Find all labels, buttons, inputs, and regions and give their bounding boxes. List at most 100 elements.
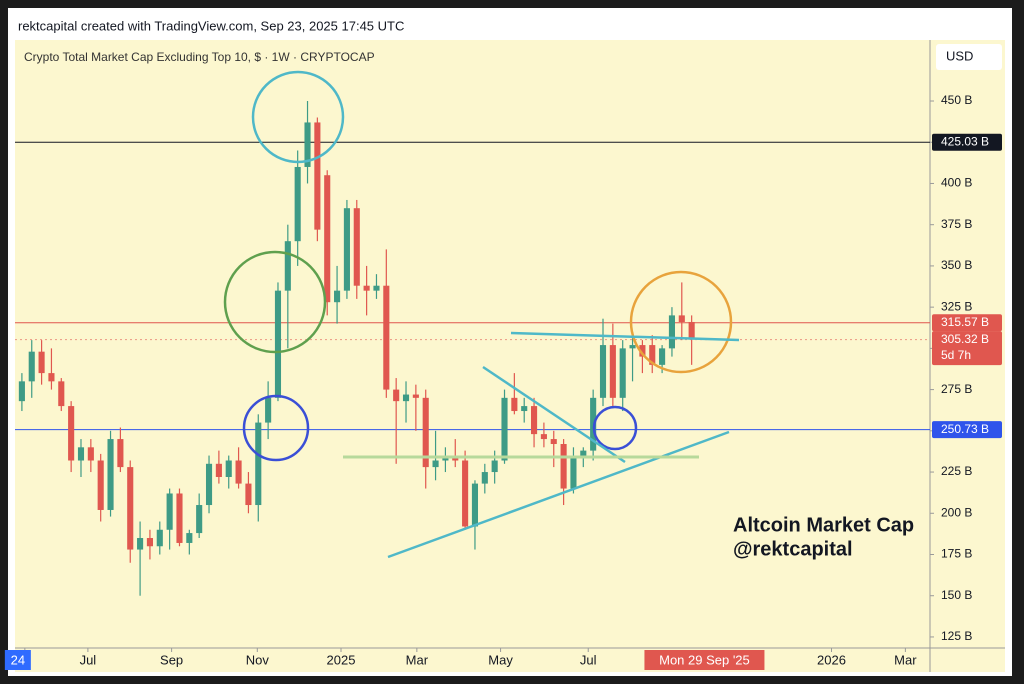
- trend-line: [510, 331, 740, 342]
- cursor-label-box: [644, 650, 765, 670]
- candle-body: [570, 455, 577, 489]
- header: rektcapital created with TradingView.com…: [18, 18, 404, 33]
- price-label-box: [932, 331, 1002, 366]
- time-axis: [15, 648, 1005, 672]
- candle-body: [521, 406, 528, 412]
- candle-body: [383, 285, 390, 390]
- drawing-circle: [251, 70, 345, 164]
- cursor-label: Mon 29 Sep '25: [659, 652, 750, 667]
- price-label-box: [932, 421, 1002, 439]
- candle-body: [688, 321, 695, 340]
- price-label-box: [932, 133, 1002, 151]
- candle-body: [265, 397, 272, 423]
- annotation: @rektcapital: [733, 538, 853, 560]
- annotation: Altcoin Market Cap: [733, 514, 914, 536]
- candle-body: [28, 351, 35, 382]
- x-tick-label: 2025: [327, 652, 356, 667]
- y-tick-label: 175 B: [941, 547, 972, 561]
- candle-body: [107, 439, 114, 510]
- candle-body: [580, 450, 587, 456]
- candle-body: [156, 529, 163, 547]
- candle-body: [678, 315, 685, 322]
- x-tick-highlight: [4, 650, 31, 670]
- y-tick-label: 125 B: [941, 629, 972, 643]
- candle-body: [373, 285, 380, 291]
- candle-body: [255, 422, 262, 506]
- candle-body: [629, 345, 636, 349]
- candle-body: [137, 538, 144, 550]
- candle-body: [462, 460, 469, 527]
- candle-body: [343, 208, 350, 291]
- candle-body: [402, 394, 410, 402]
- candle-body: [599, 345, 607, 398]
- trend-line: [482, 365, 626, 464]
- candle-body: [412, 394, 419, 398]
- x-tick-label: Jul: [80, 652, 97, 667]
- candle-body: [540, 434, 547, 440]
- candle-body: [393, 389, 400, 402]
- y-tick-label: 450 B: [941, 93, 972, 107]
- drawing-circle: [629, 270, 733, 374]
- candle-body: [284, 241, 291, 291]
- candle-body: [531, 406, 538, 435]
- candle-body: [274, 290, 282, 398]
- candle-body: [97, 460, 104, 510]
- candle-body: [38, 351, 45, 374]
- x-tick-label: Mar: [894, 652, 917, 667]
- candle-body: [609, 345, 616, 398]
- trend-line: [387, 430, 730, 559]
- candle-body: [127, 467, 134, 550]
- candle-body: [491, 460, 498, 473]
- x-tick-label: Mar: [406, 652, 429, 667]
- y-tick-label: 225 B: [941, 464, 972, 478]
- y-tick-label: 325 B: [941, 299, 972, 313]
- candle-body: [48, 373, 55, 382]
- currency-box: [936, 44, 1002, 70]
- candle-body: [334, 290, 341, 303]
- candle-body: [560, 444, 567, 489]
- candle-body: [146, 538, 153, 547]
- drawing-circle: [242, 394, 310, 462]
- chart-title: Crypto Total Market Cap Excluding Top 10…: [24, 50, 375, 64]
- candle-body: [117, 439, 124, 468]
- y-tick-label: 200 B: [941, 505, 972, 519]
- candle-body: [87, 447, 94, 461]
- candle-body: [659, 348, 666, 365]
- countdown-label: 5d 7h: [941, 348, 971, 362]
- candle-body: [77, 447, 85, 461]
- candle-body: [205, 463, 213, 506]
- price-label: 305.32 B: [941, 332, 989, 346]
- candle-body: [422, 397, 429, 468]
- x-tick-label: Nov: [246, 652, 270, 667]
- candle-body: [324, 175, 331, 303]
- drawings: [223, 70, 740, 559]
- y-tick-label: 350 B: [941, 258, 972, 272]
- price-label: 425.03 B: [941, 134, 989, 148]
- candle-body: [176, 493, 183, 543]
- candle-body: [235, 460, 242, 484]
- candle-body: [294, 166, 301, 242]
- candle-body: [471, 483, 479, 527]
- candle-body: [668, 315, 676, 349]
- y-tick-label: 375 B: [941, 217, 972, 231]
- candle-body: [363, 285, 370, 291]
- x-tick-label: Jul: [580, 652, 597, 667]
- candle-body: [196, 505, 203, 534]
- candle-body: [550, 439, 557, 445]
- x-tick-label: May: [488, 652, 513, 667]
- candle-body: [245, 483, 252, 506]
- candle-body: [501, 397, 508, 461]
- candle-body: [58, 381, 65, 407]
- candle-body: [166, 493, 173, 530]
- candle-body: [639, 345, 646, 357]
- x-tick-label: 2026: [817, 652, 846, 667]
- candle-body: [215, 463, 222, 477]
- x-tick-label: 24: [11, 652, 25, 667]
- price-label: 315.57 B: [941, 315, 989, 329]
- candle-body: [649, 345, 656, 365]
- price-label-box: [932, 314, 1002, 332]
- y-tick-label: 275 B: [941, 382, 972, 396]
- candle-body: [432, 460, 439, 468]
